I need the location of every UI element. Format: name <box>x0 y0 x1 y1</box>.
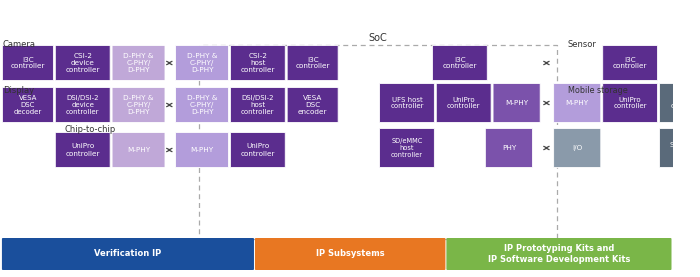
Text: CSI-2
device
controller: CSI-2 device controller <box>66 53 100 73</box>
FancyBboxPatch shape <box>379 129 435 168</box>
Text: UniPro
controller: UniPro controller <box>447 96 480 109</box>
Text: Sensor: Sensor <box>568 40 596 49</box>
FancyBboxPatch shape <box>230 88 285 122</box>
FancyBboxPatch shape <box>2 238 254 270</box>
Text: UFS host
controller: UFS host controller <box>390 96 424 109</box>
Text: VESA
DSC
encoder: VESA DSC encoder <box>298 95 328 115</box>
FancyBboxPatch shape <box>659 83 700 122</box>
Bar <box>199 45 557 239</box>
Text: DSI/DSI-2
host
controller: DSI/DSI-2 host controller <box>241 95 274 115</box>
FancyBboxPatch shape <box>230 45 285 81</box>
Text: UFS
device: UFS device <box>671 96 695 109</box>
Text: Camera: Camera <box>3 40 36 49</box>
Text: I3C
controller: I3C controller <box>613 57 648 70</box>
FancyBboxPatch shape <box>603 83 657 122</box>
Text: I3C
controller: I3C controller <box>442 57 477 70</box>
Text: Display: Display <box>3 86 34 95</box>
FancyBboxPatch shape <box>112 132 165 168</box>
FancyBboxPatch shape <box>603 45 657 81</box>
Text: M-PHY: M-PHY <box>127 147 150 153</box>
Text: PHY: PHY <box>502 145 516 151</box>
Text: I3C
controller: I3C controller <box>10 57 45 70</box>
Text: Chip-to-chip: Chip-to-chip <box>64 125 116 134</box>
FancyBboxPatch shape <box>55 88 110 122</box>
Text: SD/eMMC
device: SD/eMMC device <box>669 142 700 155</box>
FancyBboxPatch shape <box>287 88 338 122</box>
Text: M-PHY: M-PHY <box>566 100 589 106</box>
Text: M-PHY: M-PHY <box>190 147 214 153</box>
Text: D-PHY &
C-PHY/
D-PHY: D-PHY & C-PHY/ D-PHY <box>123 95 154 115</box>
Text: D-PHY &
C-PHY/
D-PHY: D-PHY & C-PHY/ D-PHY <box>187 95 217 115</box>
FancyBboxPatch shape <box>485 129 533 168</box>
FancyBboxPatch shape <box>447 238 671 270</box>
FancyBboxPatch shape <box>493 83 540 122</box>
FancyBboxPatch shape <box>2 88 53 122</box>
FancyBboxPatch shape <box>554 83 601 122</box>
FancyBboxPatch shape <box>55 132 110 168</box>
Text: SoC: SoC <box>369 33 388 43</box>
Text: Mobile storage: Mobile storage <box>568 86 627 95</box>
Text: IP Subsystems: IP Subsystems <box>316 250 384 258</box>
FancyBboxPatch shape <box>379 83 435 122</box>
FancyBboxPatch shape <box>176 88 228 122</box>
Text: Verification IP: Verification IP <box>94 250 162 258</box>
Text: I/O: I/O <box>572 145 582 151</box>
FancyBboxPatch shape <box>554 129 601 168</box>
Text: SD/eMMC
host
controller: SD/eMMC host controller <box>391 138 423 158</box>
FancyBboxPatch shape <box>112 45 165 81</box>
Text: D-PHY &
C-PHY/
D-PHY: D-PHY & C-PHY/ D-PHY <box>187 53 217 73</box>
Text: I3C
controller: I3C controller <box>295 57 330 70</box>
FancyBboxPatch shape <box>2 45 53 81</box>
FancyBboxPatch shape <box>255 238 445 270</box>
Text: VESA
DSC
decoder: VESA DSC decoder <box>14 95 42 115</box>
Text: DSI/DSI-2
device
controller: DSI/DSI-2 device controller <box>66 95 99 115</box>
FancyBboxPatch shape <box>287 45 338 81</box>
FancyBboxPatch shape <box>436 83 491 122</box>
Text: M-PHY: M-PHY <box>505 100 528 106</box>
Text: CSI-2
host
controller: CSI-2 host controller <box>241 53 275 73</box>
FancyBboxPatch shape <box>112 88 165 122</box>
FancyBboxPatch shape <box>176 45 228 81</box>
FancyBboxPatch shape <box>176 132 228 168</box>
Text: UniPro
controller: UniPro controller <box>613 96 647 109</box>
Text: D-PHY &
C-PHY/
D-PHY: D-PHY & C-PHY/ D-PHY <box>123 53 154 73</box>
Text: IP Prototyping Kits and
IP Software Development Kits: IP Prototyping Kits and IP Software Deve… <box>488 244 630 264</box>
FancyBboxPatch shape <box>433 45 487 81</box>
FancyBboxPatch shape <box>230 132 285 168</box>
Text: UniPro
controller: UniPro controller <box>241 143 275 157</box>
FancyBboxPatch shape <box>659 129 700 168</box>
Text: UniPro
controller: UniPro controller <box>66 143 100 157</box>
FancyBboxPatch shape <box>55 45 110 81</box>
